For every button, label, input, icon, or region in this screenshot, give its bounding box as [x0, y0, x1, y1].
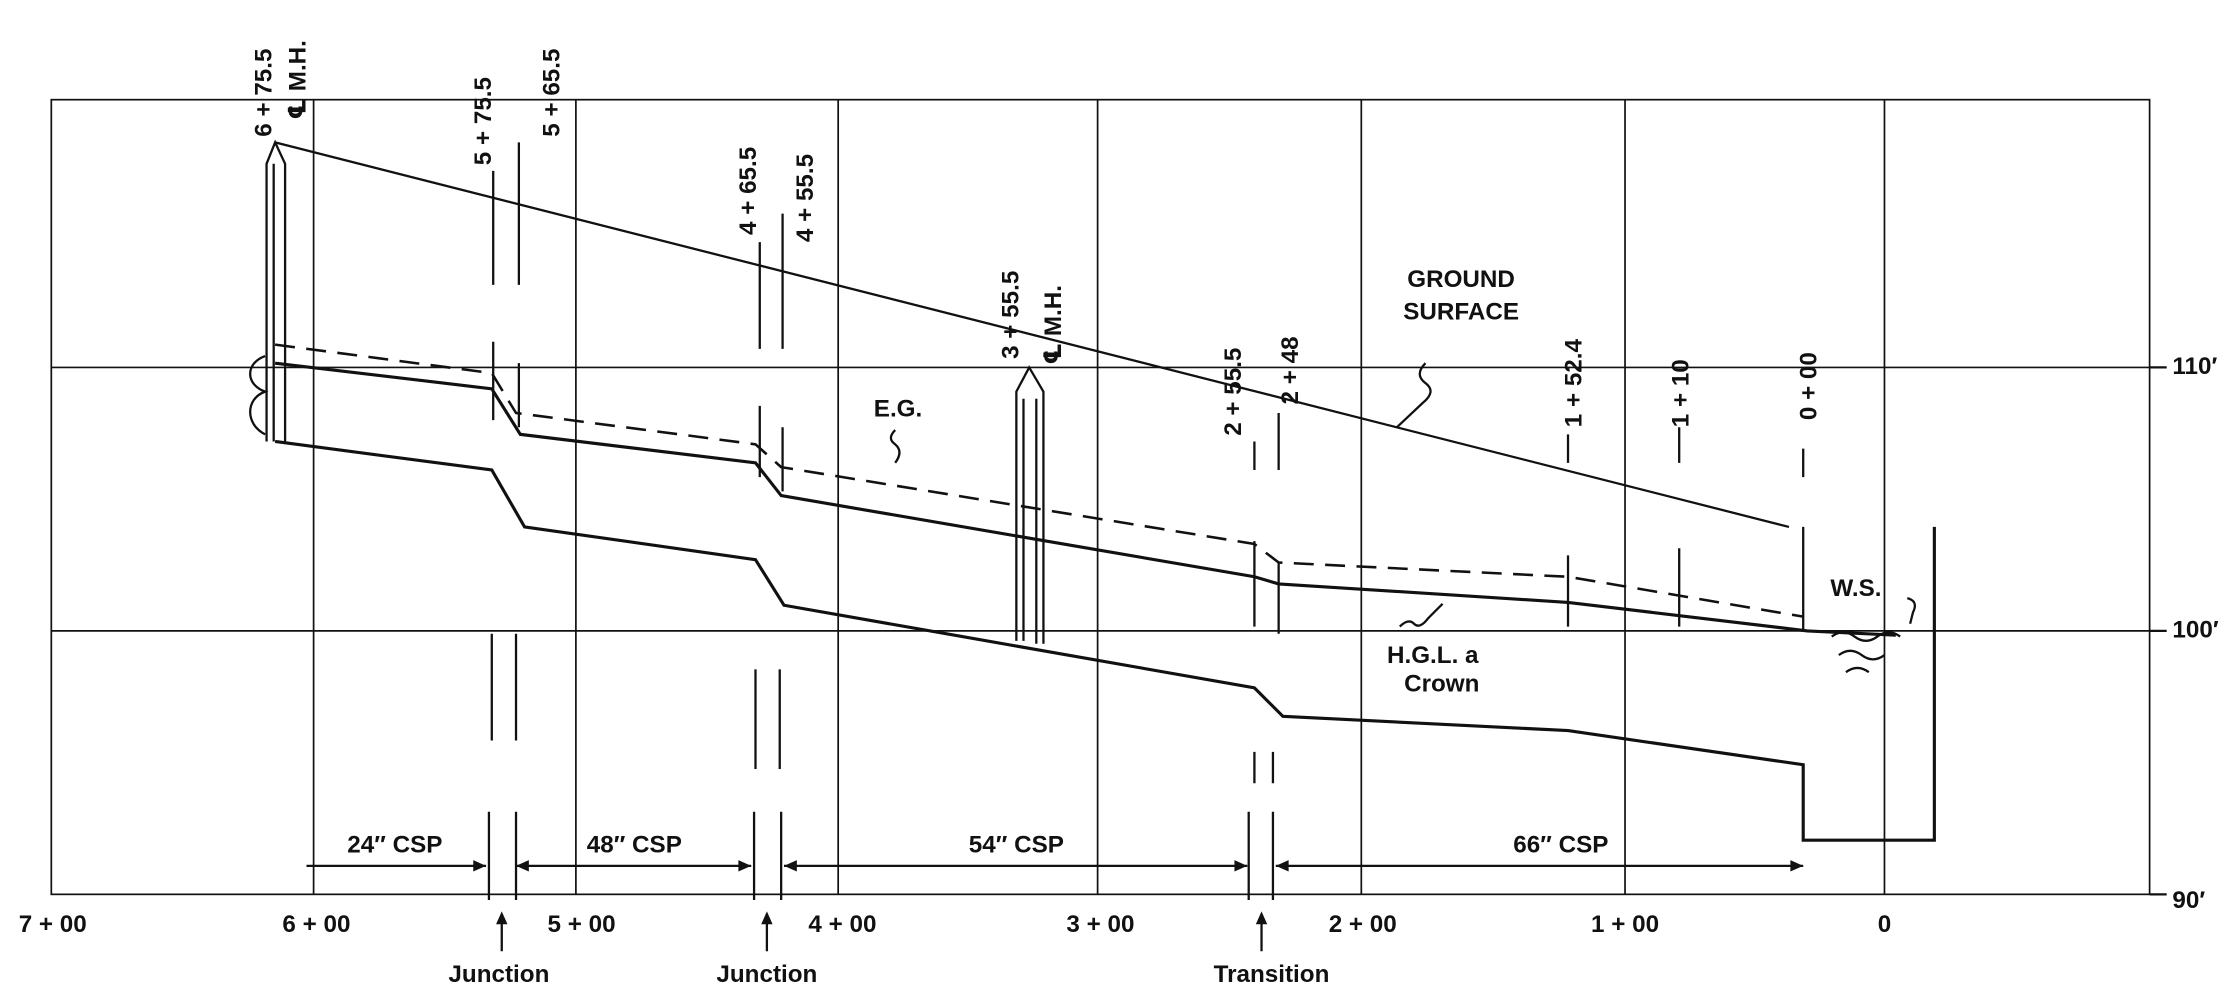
pipe-invert [274, 439, 1936, 842]
station-tick-label: 6 + 00 [282, 911, 350, 938]
note: GROUND [1407, 266, 1515, 293]
station-tick-label: 5 + 00 [548, 911, 616, 938]
hgl-crown [274, 361, 1896, 637]
section-marks [490, 633, 1275, 784]
station-label: ℄ M.H. [285, 40, 312, 120]
structure-frames [487, 811, 1275, 901]
manhole [1015, 365, 1045, 644]
frame [50, 98, 2151, 896]
profile [249, 139, 1936, 901]
arrows [306, 362, 1916, 952]
elevation-ticks [2149, 366, 2167, 896]
station-label: 4 + 65.5 [735, 147, 762, 235]
notes: GROUND SURFACE E.G. H.G.L. a Crown W.S. [874, 266, 1882, 697]
station-label: 4 + 55.5 [792, 154, 819, 242]
structure-label: Junction [716, 961, 817, 988]
station-tick-label: 4 + 00 [808, 911, 876, 938]
station-tick-label: 7 + 00 [19, 911, 87, 938]
station-label: 3 + 55.5 [997, 271, 1024, 359]
station-label: 5 + 75.5 [470, 77, 497, 165]
elevation-label: 110′ [2172, 353, 2217, 380]
station-label: 1 + 10 [1667, 359, 1694, 427]
leader-lines [889, 362, 1916, 628]
elevation-label: 100′ [2172, 616, 2218, 643]
station-axis: 7 + 00 6 + 00 5 + 00 4 + 00 3 + 00 2 + 0… [19, 911, 1891, 938]
structure-label: Junction [448, 961, 549, 988]
structure-labels: Junction Junction Transition [448, 961, 1329, 988]
station-label: 0 + 00 [1796, 352, 1823, 420]
station-tick-label: 0 [1878, 911, 1891, 938]
station-ticks [492, 142, 1805, 634]
pipe-label: 54″ CSP [969, 831, 1064, 858]
inlet-break [249, 354, 269, 436]
pipe-label: 24″ CSP [347, 831, 442, 858]
water-surface [1831, 631, 1901, 674]
elevation-label: 90′ [2172, 887, 2205, 914]
station-tick-label: 3 + 00 [1066, 911, 1134, 938]
structure-label: Transition [1214, 961, 1330, 988]
station-label: 2 + 48 [1277, 336, 1304, 404]
elevation-axis: 110′ 100′ 90′ [2172, 353, 2218, 914]
note: SURFACE [1403, 299, 1519, 326]
note: Crown [1404, 670, 1479, 697]
station-tick-label: 1 + 00 [1591, 911, 1659, 938]
grid [50, 98, 2167, 896]
station-label: 2 + 55.5 [1220, 348, 1247, 436]
pipe-label: 66″ CSP [1513, 831, 1608, 858]
energy-grade-line [274, 343, 1804, 618]
note: H.G.L. a [1387, 642, 1479, 669]
pipe-label: 48″ CSP [587, 831, 682, 858]
station-tick-label: 2 + 00 [1329, 911, 1397, 938]
profile-labels: 6 + 75.5 ℄ M.H. 5 + 75.5 5 + 65.5 4 + 65… [251, 40, 1823, 436]
station-label: ℄ M.H. [1040, 285, 1067, 365]
note: W.S. [1830, 575, 1881, 602]
structure-pointers [500, 914, 1263, 952]
grid-lines [51, 99, 2150, 895]
manhole [265, 139, 287, 442]
station-label: 5 + 65.5 [538, 49, 565, 137]
ground-surface [274, 141, 1790, 529]
arrow-heads [473, 860, 1804, 872]
note: E.G. [874, 396, 922, 423]
station-label: 1 + 52.4 [1561, 339, 1588, 428]
station-label: 6 + 75.5 [251, 49, 278, 137]
pipe-labels: 24″ CSP 48″ CSP 54″ CSP 66″ CSP [347, 831, 1608, 858]
